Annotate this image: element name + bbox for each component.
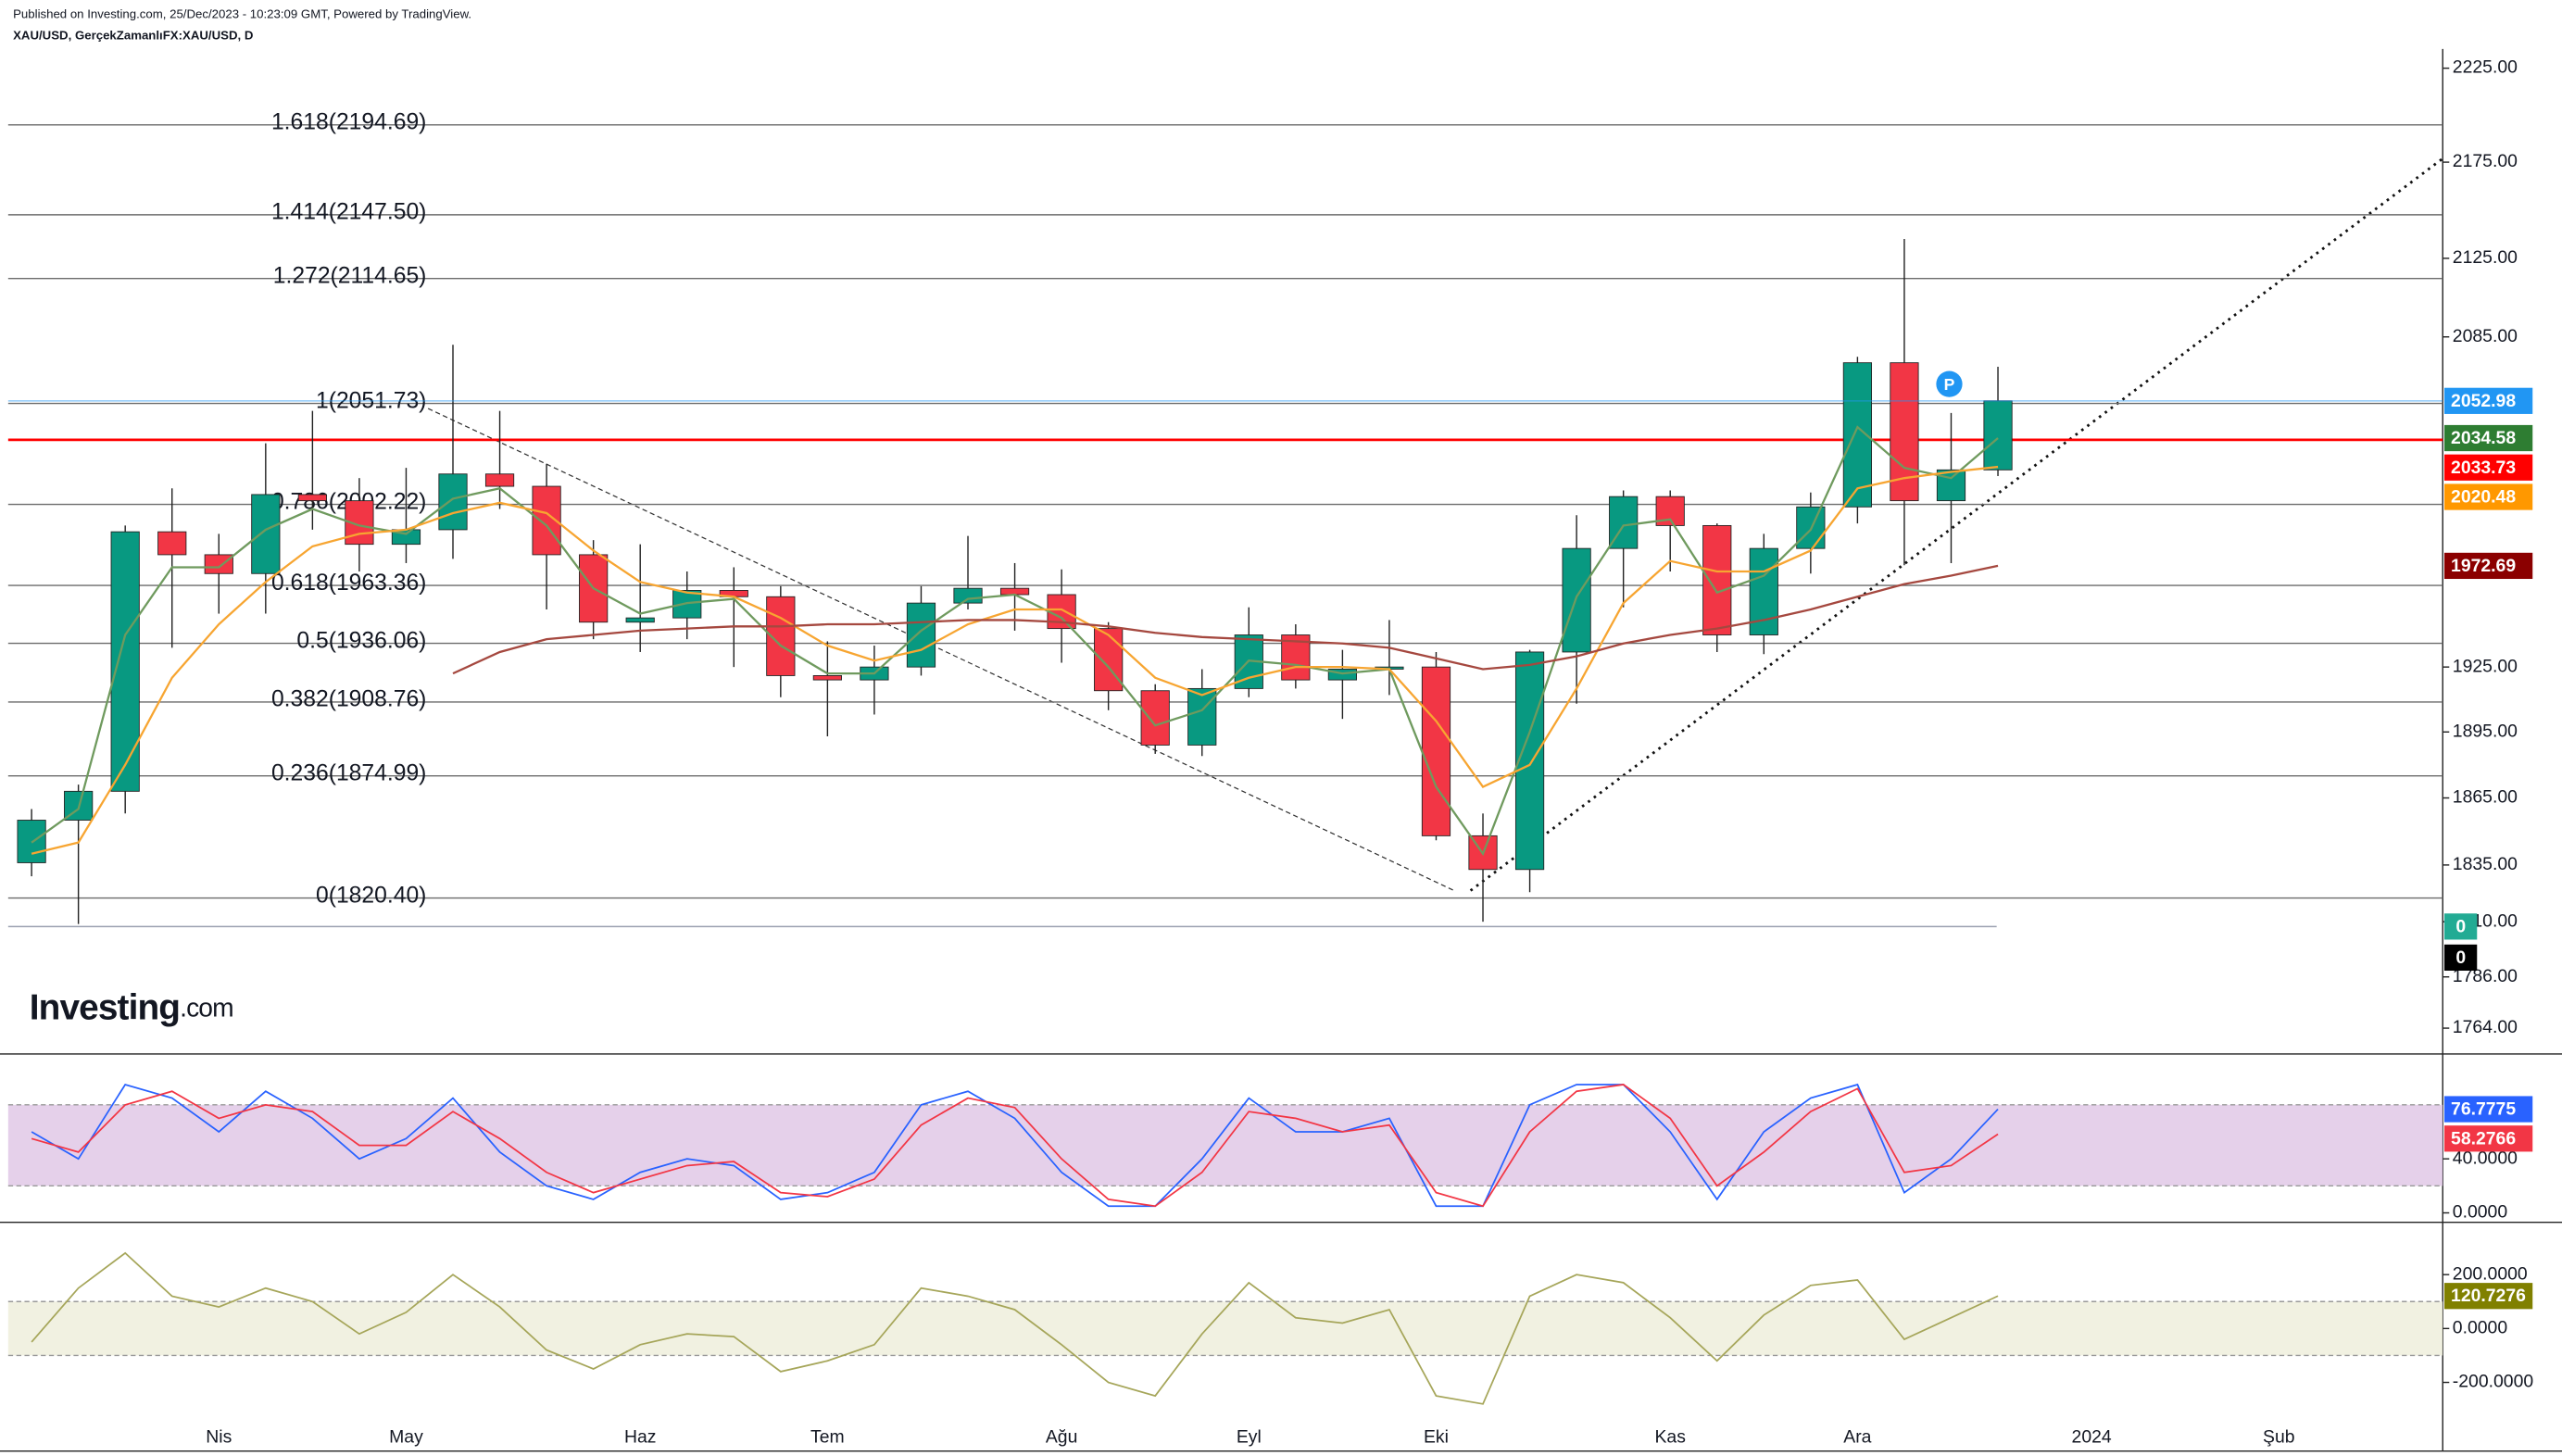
candle-body	[1094, 628, 1124, 692]
y-tick-label: 2125.00	[2453, 247, 2518, 268]
price-badge	[2443, 1283, 2533, 1310]
y-tick-label: 1786.00	[2453, 966, 2518, 986]
y-tick-label: 2225.00	[2453, 57, 2518, 78]
price-badge-label: 120.7276	[2451, 1286, 2526, 1306]
candle-body	[297, 494, 327, 502]
y-tick-label: 1764.00	[2453, 1017, 2518, 1037]
price-badge-label: 2020.48	[2451, 487, 2516, 508]
fib-label: 0.236(1874.99)	[271, 760, 426, 785]
price-badge	[2443, 552, 2533, 580]
y-tick-label: 0.0000	[2453, 1317, 2508, 1337]
price-badge-label: 58.2766	[2451, 1128, 2516, 1148]
candle-body	[110, 531, 140, 792]
fib-label: 0.618(1963.36)	[271, 571, 426, 596]
y-tick-label: 0.0000	[2453, 1202, 2508, 1223]
marker-label: P	[1944, 375, 1955, 394]
fib-label: 1.618(2194.69)	[271, 110, 426, 135]
price-badge	[2443, 424, 2533, 452]
price-badge	[2443, 483, 2533, 510]
dashed-trendline	[427, 408, 1455, 892]
price-badge-label: 2033.73	[2451, 458, 2516, 478]
y-tick-label: 1835.00	[2453, 854, 2518, 874]
price-badge	[2443, 1096, 2533, 1123]
candle-body	[251, 494, 281, 574]
x-tick-label: Eyl	[1237, 1427, 1262, 1448]
band	[7, 1301, 2443, 1356]
moving-average	[452, 564, 1999, 675]
y-tick-label: 1925.00	[2453, 656, 2518, 676]
logo: Investing.com	[30, 988, 233, 1028]
logo-suffix: .com	[180, 993, 233, 1023]
x-tick-label: May	[389, 1427, 423, 1448]
x-tick-label: Tem	[810, 1427, 845, 1448]
y-tick-label: 2175.00	[2453, 151, 2518, 171]
price-badge	[2443, 387, 2533, 414]
x-tick-label: Ağu	[1046, 1427, 1078, 1448]
price-badge	[2443, 913, 2478, 940]
source-note: Published on Investing.com, 25/Dec/2023 …	[13, 6, 471, 20]
candle-body	[1983, 400, 2013, 471]
price-badge	[2443, 1125, 2533, 1152]
indicator-line	[31, 1251, 1999, 1405]
moving-average	[31, 425, 1999, 857]
candle-body	[1421, 666, 1451, 836]
marker	[1936, 370, 1963, 397]
moving-average	[31, 465, 1999, 855]
candle-body	[906, 602, 936, 668]
logo-text: Investing	[30, 988, 180, 1028]
candle-body	[812, 675, 842, 681]
candle-body	[579, 554, 609, 623]
candle-body	[484, 473, 515, 487]
candle-body	[1327, 669, 1357, 681]
x-tick-label: Eki	[1424, 1427, 1449, 1448]
band	[7, 1104, 2443, 1186]
symbol: XAU/USD, GerçekZamanlıFX:XAU/USD, D	[13, 28, 253, 42]
candle-body	[438, 473, 468, 531]
price-badge-label: 2034.58	[2451, 428, 2516, 448]
x-tick-label: 2024	[2072, 1427, 2112, 1448]
price-badge-label: 2052.98	[2451, 391, 2516, 411]
price-badge-label: 0	[2455, 948, 2466, 968]
candle-body	[625, 617, 655, 623]
y-tick-label: -200.0000	[2453, 1372, 2534, 1392]
y-tick-label: 200.0000	[2453, 1263, 2528, 1284]
indicator-line	[31, 1083, 1999, 1208]
price-badge-label: 1972.69	[2451, 556, 2516, 576]
price-badge-label: 76.7775	[2451, 1099, 2516, 1120]
candle-body	[953, 587, 983, 604]
fib-label: 1.414(2147.50)	[271, 200, 426, 225]
y-tick-label: 1895.00	[2453, 721, 2518, 741]
x-tick-label: Şub	[2263, 1427, 2295, 1448]
x-tick-label: Nis	[206, 1427, 232, 1448]
price-badge	[2443, 454, 2533, 481]
y-tick-label: 40.0000	[2453, 1148, 2518, 1168]
y-tick-label: 2085.00	[2453, 326, 2518, 346]
price-badge	[2443, 944, 2478, 971]
candle-body	[204, 554, 233, 574]
price-badge-label: 0	[2455, 916, 2466, 936]
candle-body	[1562, 547, 1591, 653]
x-tick-label: Kas	[1655, 1427, 1686, 1448]
candle-body	[157, 531, 187, 556]
plot: 2225.00 2175.00 2125.00 2085.00 1925.00 1895.…	[7, 57, 2534, 1448]
candle-body	[1936, 469, 1966, 502]
candle-body	[1140, 690, 1170, 746]
x-tick-label: Ara	[1843, 1427, 1871, 1448]
fib-label: 0.5(1936.06)	[296, 628, 426, 653]
candle-body	[1514, 651, 1545, 871]
fib-label: 0(1820.40)	[316, 883, 426, 908]
candle-body	[17, 820, 46, 863]
fib-label: 1.272(2114.65)	[273, 263, 427, 288]
candle-body	[1702, 524, 1732, 635]
candle-body	[1187, 687, 1217, 746]
x-tick-label: Haz	[624, 1427, 656, 1448]
y-tick-label: 1865.00	[2453, 787, 2518, 808]
fib-label: 0.382(1908.76)	[271, 687, 426, 712]
indicator-line	[31, 1084, 1999, 1208]
